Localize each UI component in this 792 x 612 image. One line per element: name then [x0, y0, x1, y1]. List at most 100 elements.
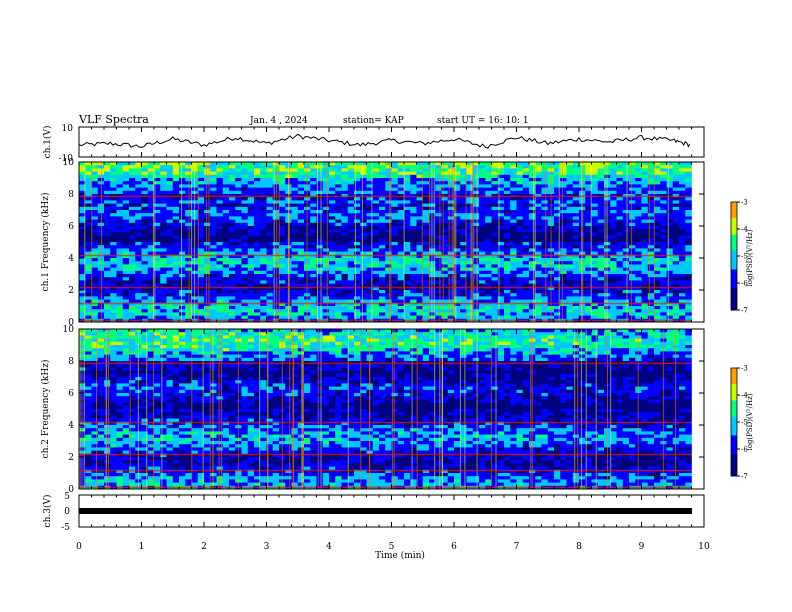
spectrogram-cell — [404, 267, 411, 272]
spectrogram-cell — [129, 174, 136, 179]
spectrogram-cell — [597, 197, 605, 201]
spectrogram-cell — [629, 270, 636, 275]
spectrogram-cell — [572, 222, 580, 227]
spectrogram-cell — [310, 165, 317, 169]
spectrogram-cell — [154, 312, 161, 316]
spectrogram-cell — [441, 302, 449, 307]
spectrogram-cell — [560, 187, 567, 192]
spectrogram-cell — [266, 206, 274, 211]
spectrogram-cell — [672, 277, 680, 281]
spectrogram-cell — [585, 315, 592, 320]
spectrogram-cell — [366, 280, 374, 284]
spectrogram-cell — [254, 245, 261, 249]
spectrogram-cell — [647, 184, 655, 188]
spectrogram-cell — [585, 277, 592, 281]
spectrogram-cell — [516, 270, 524, 275]
spectrogram-cell — [329, 229, 336, 233]
spectrogram-cell — [391, 197, 399, 201]
spectrogram-cell — [397, 299, 405, 304]
spectrogram-cell — [422, 190, 430, 195]
spectrogram-cell — [279, 312, 286, 316]
spectrogram-cell — [316, 277, 324, 281]
spectrogram-cell — [160, 206, 167, 211]
spectrogram-cell — [616, 302, 624, 307]
spectrogram-cell — [572, 296, 580, 300]
spectrogram-cell — [647, 232, 655, 236]
spectrogram-cell — [554, 242, 561, 246]
spectrogram-cell — [160, 293, 167, 297]
ch1-spectrogram-ylabel: ch.1 Frequency (kHz) — [40, 193, 51, 292]
spectrogram-cell — [416, 261, 424, 265]
spectrogram-cell — [560, 222, 567, 227]
spectrogram-cell — [354, 165, 361, 169]
spectrogram-cell — [616, 280, 624, 284]
spectrogram-cell — [435, 302, 442, 307]
spectrogram-cell — [566, 226, 574, 230]
spectrogram-cell — [610, 235, 617, 240]
spectrogram-cell — [479, 274, 486, 278]
spectrogram-cell — [179, 293, 186, 297]
spectrogram-cell — [229, 293, 236, 297]
spectrogram-cell — [247, 162, 255, 166]
spectrogram-cell — [679, 286, 686, 291]
spectrogram-cell — [154, 190, 161, 195]
spectrogram-cell — [185, 296, 192, 300]
spectrogram-cell — [172, 171, 180, 176]
spectrogram-cell — [666, 242, 674, 246]
spectrogram-cell — [154, 222, 161, 227]
spectrogram-cell — [585, 171, 592, 176]
spectrogram-cell — [560, 165, 567, 169]
spectrogram-cell — [366, 216, 374, 220]
spectrogram-cell — [366, 213, 374, 217]
spectrogram-cell — [341, 187, 349, 192]
spectrogram-cell — [672, 197, 680, 201]
spectrogram-cell — [454, 219, 461, 224]
spectrogram-cell — [129, 242, 136, 246]
spectrogram-cell — [329, 168, 336, 172]
spectrogram-cell — [216, 280, 224, 284]
spectrogram-cell — [291, 187, 299, 192]
spectrogram-cell — [216, 168, 224, 172]
spectrogram-cell — [341, 206, 349, 211]
spectrogram-cell — [341, 184, 349, 188]
spectrogram-cell — [316, 226, 324, 230]
spectrogram-cell — [516, 312, 524, 316]
spectrogram-cell — [172, 312, 180, 316]
spectrogram-cell — [629, 184, 636, 188]
spectrogram-cell — [172, 200, 180, 204]
spectrogram-cell — [385, 197, 392, 201]
spectrogram-cell — [172, 235, 180, 240]
sferic-streak — [533, 162, 535, 322]
spectrogram-cell — [672, 168, 680, 172]
spectrogram-cell — [166, 270, 174, 275]
spectrogram-cell — [479, 299, 486, 304]
spectrogram-cell — [585, 293, 592, 297]
spectrogram-cell — [379, 280, 386, 284]
spectrogram-cell — [91, 197, 99, 201]
spectrogram-cell — [616, 222, 624, 227]
spectrogram-cell — [91, 299, 99, 304]
spectrogram-cell — [160, 261, 167, 265]
spectrogram-cell — [535, 293, 542, 297]
spectrogram-cell — [510, 219, 517, 224]
spectrogram-cell — [435, 226, 442, 230]
spectrogram-cell — [154, 210, 161, 214]
spectrogram-cell — [435, 200, 442, 204]
spectrogram-cell — [185, 226, 192, 230]
spectrogram-cell — [360, 245, 367, 249]
spectrogram-cell — [454, 190, 461, 195]
spectrogram-cell — [554, 171, 561, 176]
spectrogram-cell — [216, 296, 224, 300]
spectrogram-cell — [104, 178, 111, 182]
spectrogram-cell — [222, 190, 230, 195]
spectrogram-cell — [360, 210, 367, 214]
spectrogram-cell — [272, 280, 280, 284]
spectrogram-cell — [79, 174, 86, 179]
spectrogram-cell — [472, 251, 480, 256]
spectrogram-cell — [566, 181, 574, 185]
spectrogram-cell — [572, 312, 580, 316]
spectrogram-cell — [404, 264, 411, 268]
spectrogram-cell — [229, 254, 236, 259]
spectrogram-cell — [641, 296, 649, 300]
spectrogram-cell — [516, 245, 524, 249]
